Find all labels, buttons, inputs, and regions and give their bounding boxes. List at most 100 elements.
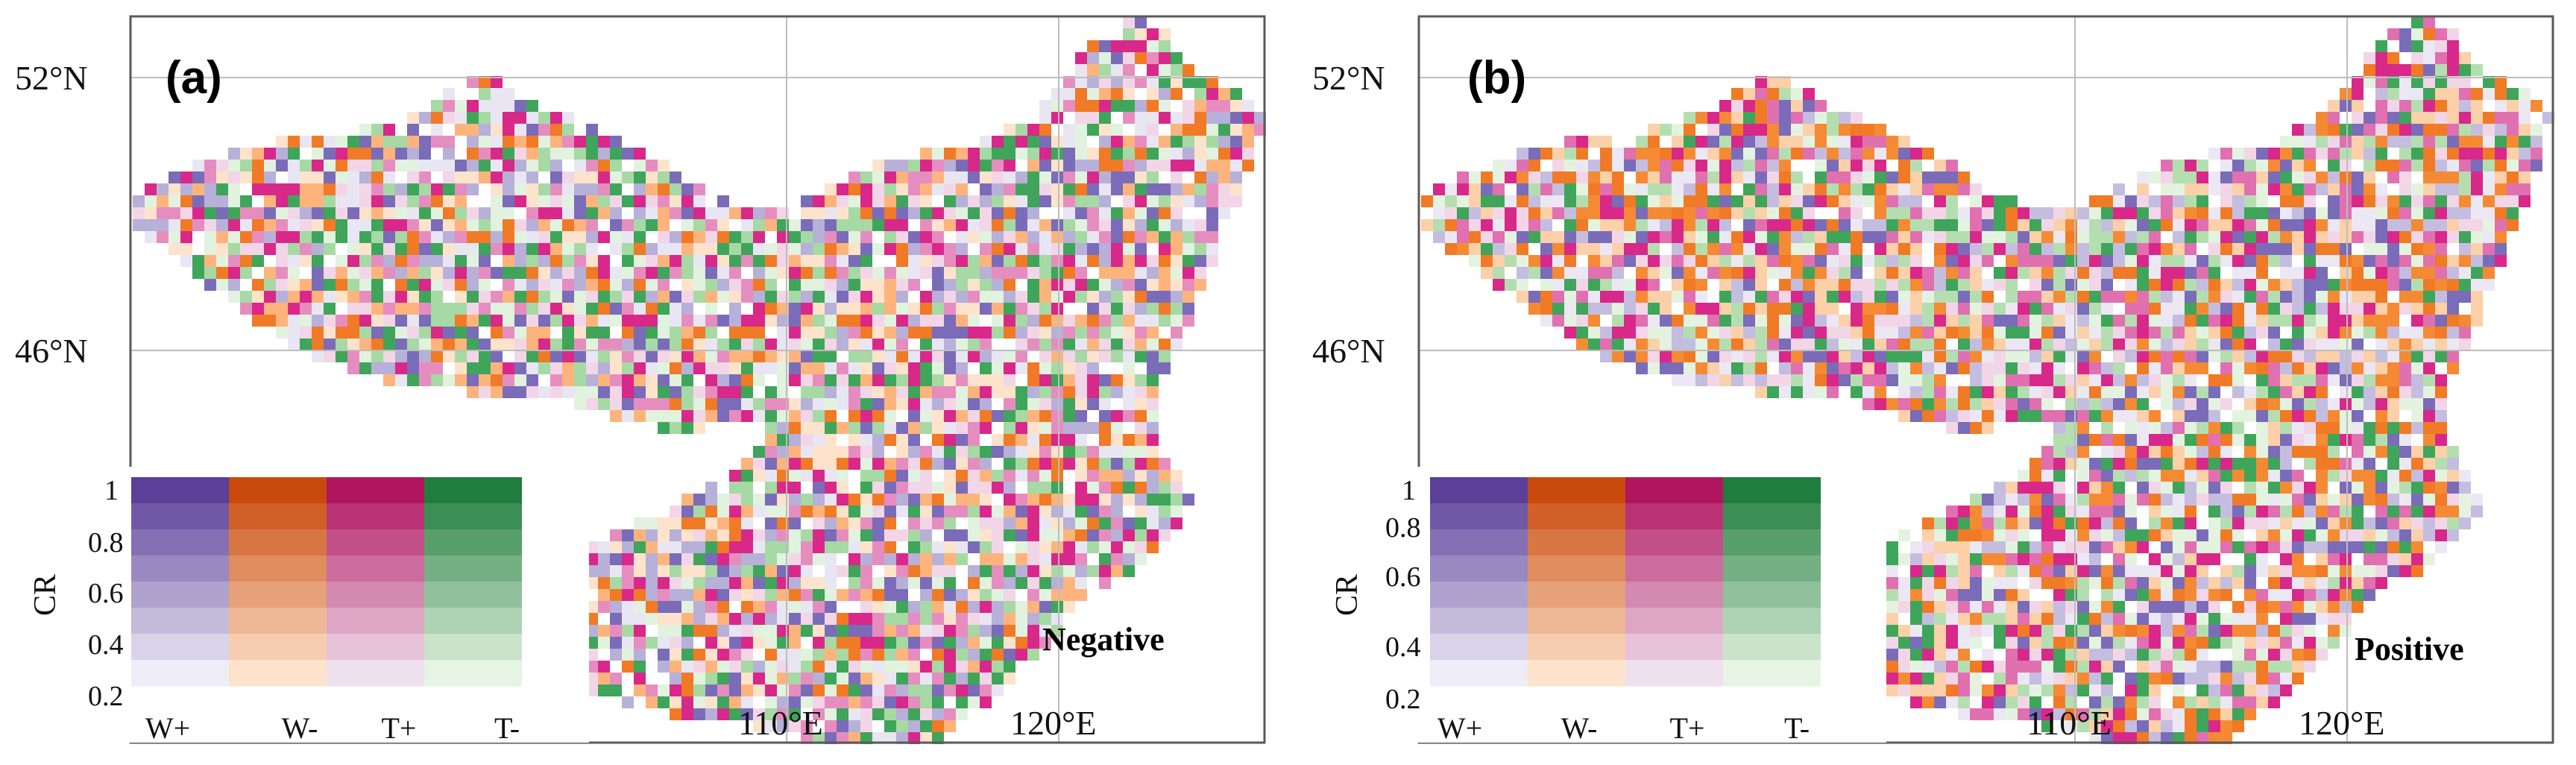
map-pixel — [1982, 410, 1994, 422]
map-pixel — [789, 637, 801, 649]
map-pixel — [968, 398, 980, 410]
map-pixel — [789, 601, 801, 613]
map-pixel — [920, 446, 932, 458]
map-pixel — [992, 434, 1004, 446]
map-pixel — [1707, 315, 1719, 327]
map-pixel — [837, 267, 848, 279]
map-pixel — [1135, 446, 1147, 458]
map-pixel — [2101, 339, 2113, 350]
map-pixel — [2447, 40, 2459, 52]
map-pixel — [837, 327, 848, 339]
map-pixel — [598, 398, 610, 410]
map-pixel — [765, 446, 777, 458]
map-pixel — [503, 267, 514, 279]
map-pixel — [2006, 386, 2018, 398]
map-pixel — [455, 255, 467, 267]
map-pixel — [789, 649, 801, 661]
map-pixel — [956, 601, 968, 613]
map-pixel — [1684, 362, 1695, 374]
map-pixel — [1970, 231, 1982, 243]
map-pixel — [1051, 231, 1063, 243]
map-pixel — [1791, 88, 1803, 100]
map-pixel — [729, 279, 741, 291]
map-pixel — [670, 243, 681, 255]
map-pixel — [2101, 398, 2113, 410]
map-pixel — [848, 589, 860, 601]
map-pixel — [980, 398, 992, 410]
map-pixel — [431, 124, 443, 136]
map-pixel — [2471, 148, 2483, 160]
map-pixel — [383, 124, 395, 136]
map-pixel — [848, 625, 860, 637]
map-pixel — [2256, 207, 2268, 219]
map-pixel — [1015, 565, 1027, 577]
map-pixel — [741, 279, 753, 291]
map-pixel — [1027, 446, 1039, 458]
map-pixel — [717, 279, 729, 291]
map-pixel — [1111, 434, 1123, 446]
map-pixel — [1684, 315, 1695, 327]
map-pixel — [491, 160, 503, 171]
map-pixel — [1123, 315, 1135, 327]
map-pixel — [658, 171, 670, 183]
map-pixel — [562, 171, 574, 183]
map-pixel — [359, 136, 371, 148]
map-pixel — [1063, 553, 1075, 565]
map-pixel — [2328, 195, 2340, 207]
map-pixel — [443, 88, 455, 100]
map-pixel — [431, 136, 443, 148]
map-pixel — [2375, 207, 2387, 219]
map-pixel — [717, 243, 729, 255]
map-pixel — [1075, 434, 1087, 446]
map-pixel — [658, 613, 670, 625]
map-pixel — [2149, 458, 2161, 470]
map-pixel — [729, 565, 741, 577]
map-pixel — [658, 601, 670, 613]
map-pixel — [705, 506, 717, 517]
map-pixel — [1839, 148, 1851, 160]
map-pixel — [574, 315, 586, 327]
map-pixel — [1672, 195, 1684, 207]
map-pixel — [216, 243, 228, 255]
map-pixel — [407, 339, 419, 350]
map-pixel — [2137, 374, 2149, 386]
map-pixel — [1123, 52, 1135, 64]
map-pixel — [2232, 386, 2244, 398]
map-pixel — [932, 219, 944, 231]
map-pixel — [1147, 446, 1159, 458]
map-pixel — [944, 684, 956, 696]
map-pixel — [848, 207, 860, 219]
map-pixel — [956, 183, 968, 195]
map-pixel — [2435, 76, 2447, 88]
map-pixel — [2495, 243, 2507, 255]
map-pixel — [1445, 231, 1457, 243]
map-pixel — [2387, 327, 2399, 339]
map-pixel — [622, 661, 634, 673]
map-pixel — [2507, 207, 2519, 219]
map-pixel — [1135, 374, 1147, 386]
map-pixel — [2053, 315, 2065, 327]
map-pixel — [980, 625, 992, 637]
map-pixel — [1695, 374, 1707, 386]
map-pixel — [980, 374, 992, 386]
map-pixel — [2304, 398, 2316, 410]
map-pixel — [1779, 183, 1791, 195]
map-pixel — [1827, 124, 1839, 136]
map-pixel — [968, 160, 980, 171]
map-pixel — [2101, 470, 2113, 482]
map-pixel — [992, 565, 1004, 577]
map-pixel — [2029, 362, 2041, 374]
map-pixel — [2232, 374, 2244, 386]
map-pixel — [801, 458, 813, 470]
map-pixel — [2495, 160, 2507, 171]
map-pixel — [2280, 183, 2292, 195]
map-pixel — [1027, 541, 1039, 553]
map-pixel — [2340, 386, 2352, 398]
map-pixel — [1982, 350, 1994, 362]
map-pixel — [2125, 315, 2137, 327]
map-pixel — [1111, 386, 1123, 398]
map-pixel — [789, 470, 801, 482]
map-pixel — [2375, 52, 2387, 64]
map-pixel — [2375, 410, 2387, 422]
map-pixel — [2316, 136, 2328, 148]
